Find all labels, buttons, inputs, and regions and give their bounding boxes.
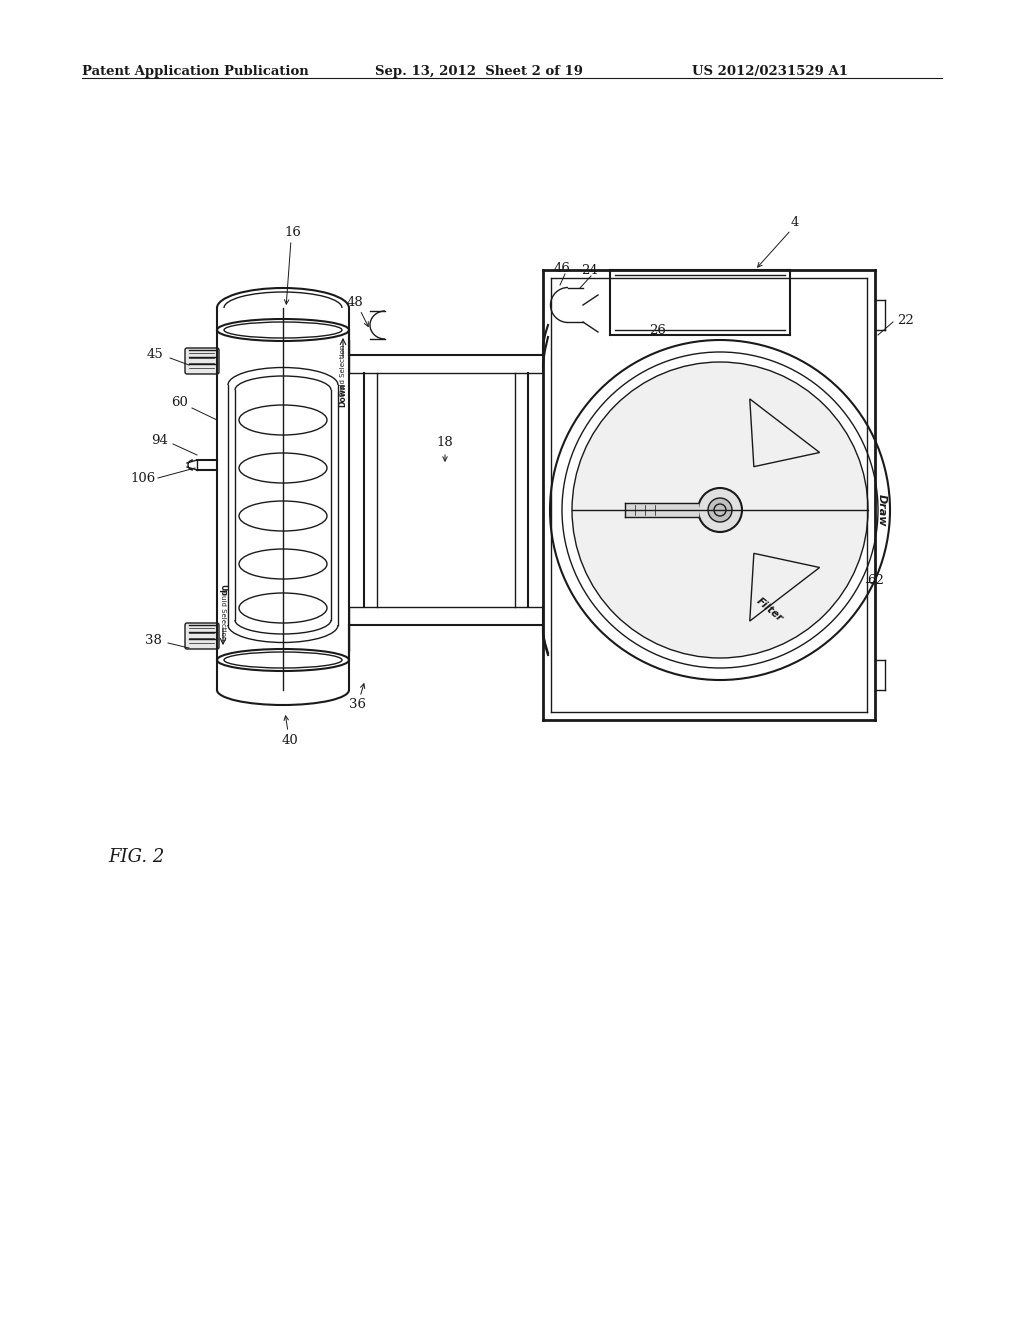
Text: 16: 16 xyxy=(285,226,301,239)
Text: 106: 106 xyxy=(130,471,156,484)
Text: Draw: Draw xyxy=(877,494,887,527)
Text: 62: 62 xyxy=(867,573,885,586)
Text: 18: 18 xyxy=(436,437,454,450)
FancyBboxPatch shape xyxy=(185,623,219,649)
Text: US 2012/0231529 A1: US 2012/0231529 A1 xyxy=(692,65,848,78)
Circle shape xyxy=(708,498,732,521)
Circle shape xyxy=(572,362,868,657)
Text: 22: 22 xyxy=(897,314,913,326)
Text: 36: 36 xyxy=(348,698,366,711)
Text: Fluid Selection: Fluid Selection xyxy=(340,345,346,396)
Text: 4: 4 xyxy=(791,215,799,228)
Text: Down: Down xyxy=(339,383,347,407)
Text: 38: 38 xyxy=(144,634,162,647)
Text: 48: 48 xyxy=(347,296,364,309)
Text: 40: 40 xyxy=(282,734,298,747)
Text: 46: 46 xyxy=(554,261,570,275)
Text: FIG. 2: FIG. 2 xyxy=(108,847,165,866)
FancyBboxPatch shape xyxy=(185,348,219,374)
Circle shape xyxy=(698,488,742,532)
Text: 24: 24 xyxy=(582,264,598,276)
Text: Fluid Selection: Fluid Selection xyxy=(220,589,226,640)
Text: Up: Up xyxy=(218,585,227,595)
Text: 94: 94 xyxy=(152,433,168,446)
Text: 26: 26 xyxy=(649,323,667,337)
Text: 60: 60 xyxy=(172,396,188,409)
Text: Sep. 13, 2012  Sheet 2 of 19: Sep. 13, 2012 Sheet 2 of 19 xyxy=(375,65,583,78)
Text: 45: 45 xyxy=(146,348,164,362)
Text: Filter: Filter xyxy=(755,597,785,624)
Text: Patent Application Publication: Patent Application Publication xyxy=(82,65,309,78)
